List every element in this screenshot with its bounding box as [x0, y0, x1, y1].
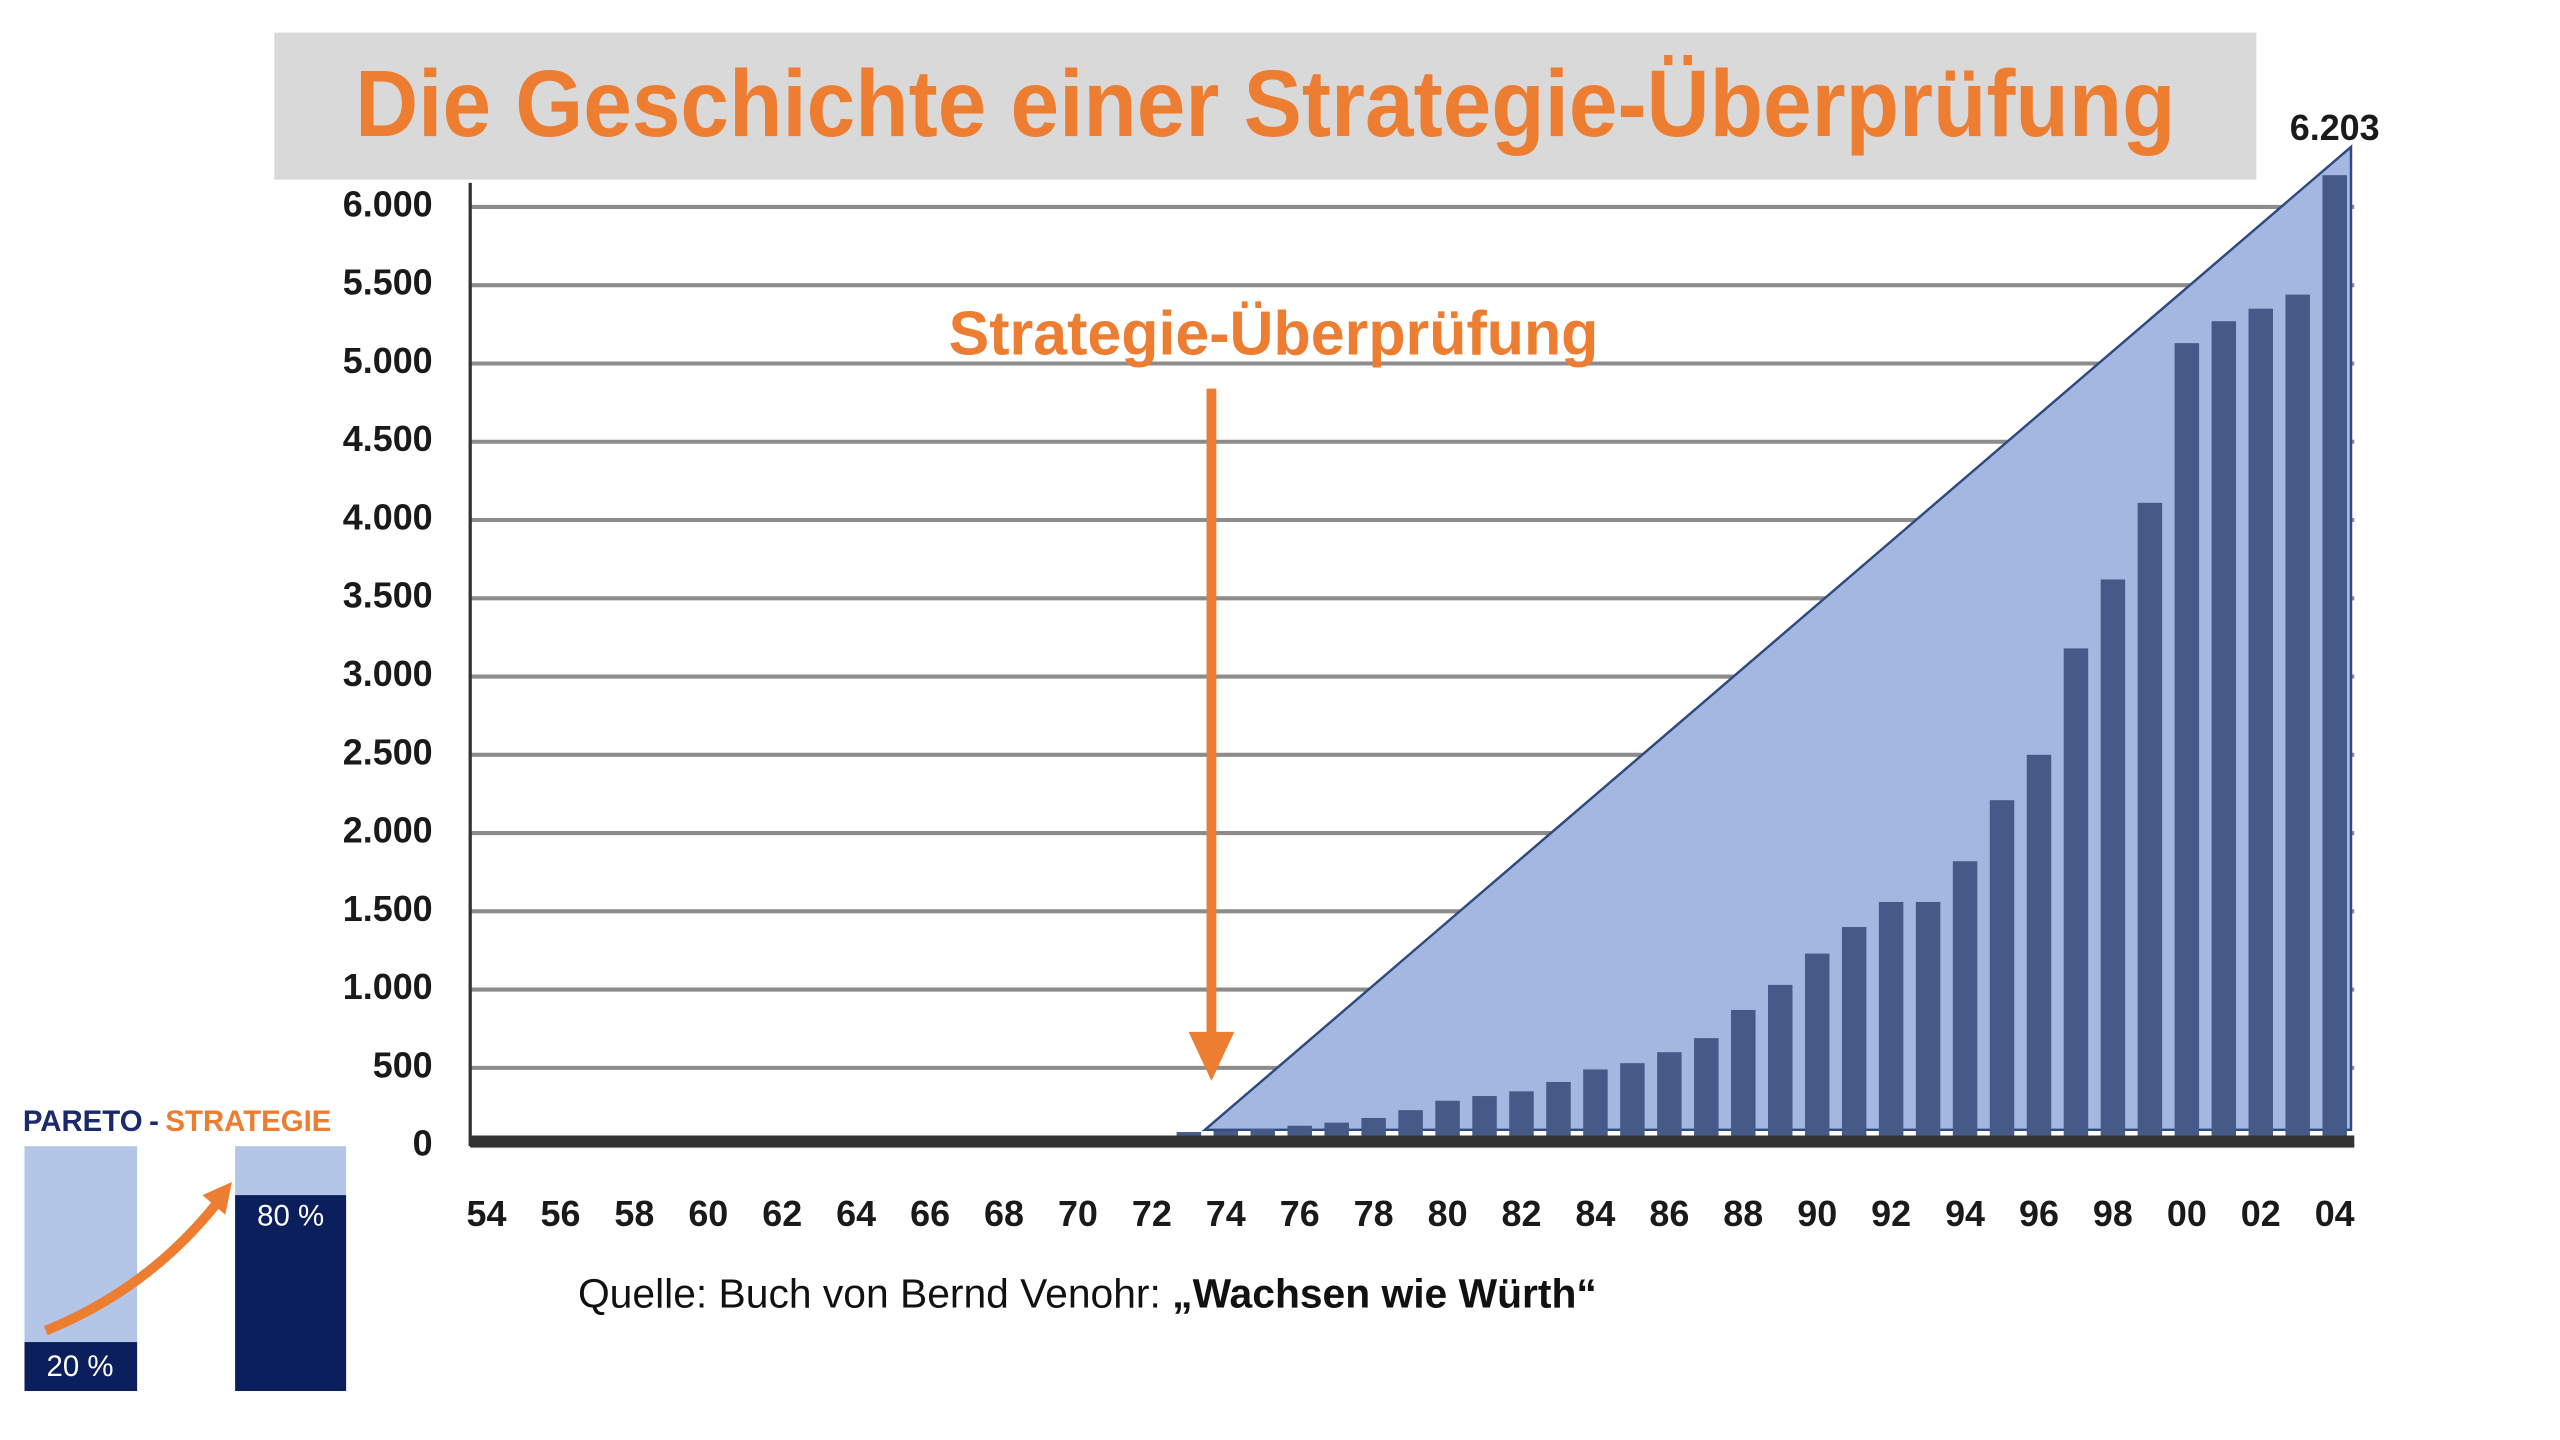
- x-tick-label: 76: [1280, 1193, 1320, 1234]
- bar: [1657, 1052, 1682, 1147]
- x-tick-label: 68: [984, 1193, 1024, 1234]
- bar: [1878, 901, 1904, 1147]
- arrow-head: [1188, 1031, 1235, 1081]
- x-tick-label: 94: [1945, 1193, 1985, 1234]
- title-band: [274, 32, 2257, 180]
- y-tick-label: 0: [413, 1123, 433, 1164]
- y-tick-label: 1.500: [343, 888, 433, 929]
- x-tick-label: 64: [836, 1193, 876, 1234]
- x-tick-label: 88: [1723, 1193, 1763, 1234]
- x-tick-label: 72: [1132, 1193, 1172, 1234]
- bar: [1841, 926, 1867, 1147]
- y-tick-label: 5.000: [343, 340, 433, 381]
- bar: [2248, 308, 2274, 1147]
- x-tick-label: 82: [1502, 1193, 1542, 1234]
- source: Quelle: Buch von Bernd Venohr: „Wachsen …: [578, 1270, 1597, 1316]
- x-tick-label: 56: [540, 1193, 580, 1234]
- bar: [2100, 579, 2126, 1147]
- box-light: [235, 1146, 347, 1196]
- pareto-arrow: [43, 1201, 220, 1336]
- y-tick-label: 500: [373, 1044, 433, 1085]
- chart-title: Die Geschichte einer Strategie-Überprüfu…: [355, 51, 2175, 157]
- pareto-logo: PARETO - STRATEGIE 20 % 80 %: [23, 1105, 347, 1392]
- box-dark: [235, 1195, 347, 1392]
- bar: [2026, 754, 2052, 1147]
- x-tick-label: 60: [688, 1193, 728, 1234]
- value-label: 6.203: [2290, 107, 2380, 148]
- pareto-left: PARETO: [23, 1105, 143, 1138]
- x-tick-label: 86: [1649, 1193, 1689, 1234]
- box-dark: [24, 1342, 138, 1392]
- bar: [1768, 984, 1793, 1147]
- y-tick-label: 2.500: [343, 731, 433, 772]
- pareto-arrow-head: [202, 1182, 232, 1215]
- x-tick-label: 96: [2019, 1193, 2059, 1234]
- bar: [1583, 1069, 1608, 1147]
- bar: [1694, 1038, 1719, 1147]
- bar: [1731, 1009, 1756, 1147]
- x-tick-label: 92: [1871, 1193, 1911, 1234]
- bar: [1804, 953, 1830, 1147]
- bar: [1952, 861, 1978, 1147]
- bar: [1989, 800, 2015, 1147]
- pareto-right: STRATEGIE: [165, 1105, 331, 1138]
- x-tick-label: 98: [2093, 1193, 2133, 1234]
- source-text: Quelle: Buch von Bernd Venohr:: [578, 1270, 1172, 1316]
- x-tick-label: 66: [910, 1193, 950, 1234]
- y-tick-label: 1.000: [343, 966, 433, 1007]
- low-label: 20 %: [47, 1350, 114, 1383]
- annotation: Strategie-Überprüfung: [949, 299, 1599, 368]
- x-tick-label: 62: [762, 1193, 802, 1234]
- y-tick-label: 4.000: [343, 496, 433, 537]
- x-tick-label: 58: [614, 1193, 654, 1234]
- bar: [1546, 1081, 1571, 1147]
- x-tick-label: 02: [2241, 1193, 2281, 1234]
- x-tick-label: 90: [1797, 1193, 1837, 1234]
- bar: [2211, 321, 2237, 1147]
- y-tick-label: 4.500: [343, 418, 433, 459]
- bar: [1620, 1063, 1645, 1147]
- high-label: 80 %: [257, 1200, 324, 1233]
- y-tick-label: 2.000: [343, 810, 433, 851]
- bar: [2063, 648, 2089, 1147]
- x-tick-label: 00: [2167, 1193, 2207, 1234]
- plot: 0 500 1.000 1.500 2.000 2.500 3.000 3.500 4.000 4…: [343, 107, 2380, 1234]
- source-emphasis: „Wachsen wie Würth“: [1172, 1270, 1597, 1316]
- y-tick-label: 3.000: [343, 653, 433, 694]
- y-tick-label: 5.500: [343, 262, 433, 303]
- bar: [2174, 343, 2200, 1147]
- x-tick-label: 80: [1428, 1193, 1468, 1234]
- y-tick-label: 3.500: [343, 575, 433, 616]
- x-tick-label: 78: [1354, 1193, 1394, 1234]
- x-tick-label: 04: [2315, 1193, 2355, 1234]
- bar: [2285, 294, 2310, 1147]
- bar: [1915, 901, 1941, 1147]
- pareto-title: PARETO - STRATEGIE: [23, 1105, 331, 1138]
- x-tick-label: 74: [1206, 1193, 1246, 1234]
- y-tick-label: 6.000: [343, 183, 433, 224]
- x-tick-label: 54: [467, 1193, 507, 1234]
- x-tick-label: 84: [1575, 1193, 1615, 1234]
- x-tick-label: 70: [1058, 1193, 1098, 1234]
- bar: [2322, 175, 2347, 1147]
- bar: [2137, 502, 2163, 1147]
- pareto-dash: -: [149, 1105, 159, 1138]
